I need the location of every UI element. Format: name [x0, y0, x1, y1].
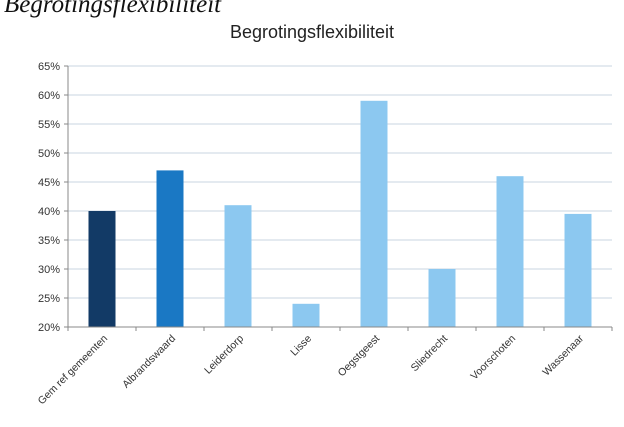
y-tick-label: 55%	[38, 119, 60, 131]
x-tick-label: Sliedrecht	[409, 333, 451, 375]
bar	[428, 269, 456, 327]
y-tick-label: 40%	[38, 206, 60, 218]
y-tick-label: 45%	[38, 177, 60, 189]
y-tick-label: 50%	[38, 148, 60, 160]
x-tick-label: Voorschoten	[468, 333, 518, 383]
bar	[360, 100, 388, 327]
x-tick-label: Gem ref gemeenten	[36, 333, 111, 408]
x-tick-label: Oegstgeest	[336, 333, 383, 380]
document-heading: Begrotingsflexibiliteit	[4, 0, 222, 18]
bar	[156, 170, 184, 327]
x-tick-label: Lisse	[288, 333, 314, 359]
y-tick-label: 25%	[38, 293, 60, 305]
x-tick-label: Leiderdorp	[202, 333, 246, 377]
bar	[224, 205, 252, 327]
x-tick-label: Wassenaar	[540, 332, 586, 378]
y-axis: 20% 25% 30% 35% 40% 45% 50% 55% 60% 65%	[38, 61, 69, 334]
x-axis: Gem ref gemeenten Albrandswaard Leiderdorp…	[36, 326, 613, 408]
y-tick-label: 20%	[38, 322, 60, 334]
bar	[496, 176, 524, 327]
y-tick-label: 65%	[38, 61, 60, 73]
x-tick-label: Albrandswaard	[120, 333, 178, 391]
y-tick-label: 60%	[38, 90, 60, 102]
bar	[564, 213, 592, 327]
gridlines	[68, 65, 612, 328]
chart-title: Begrotingsflexibiliteit	[229, 22, 395, 42]
bars	[88, 100, 592, 327]
y-tick-label: 30%	[38, 264, 60, 276]
bar	[292, 303, 320, 327]
bar	[88, 211, 116, 327]
y-tick-label: 35%	[38, 235, 60, 247]
